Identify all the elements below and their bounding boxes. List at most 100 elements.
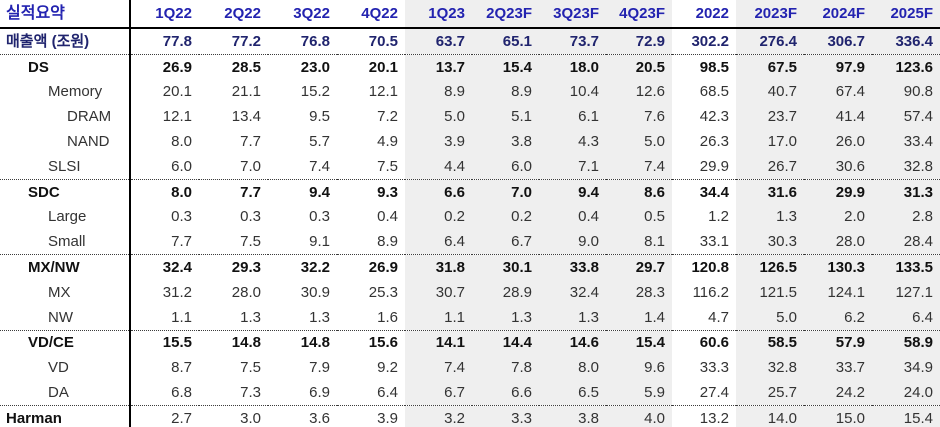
- value-cell: 31.6: [736, 179, 804, 205]
- value-cell: 2.8: [872, 204, 940, 230]
- value-cell: 6.4: [872, 304, 940, 331]
- value-cell: 14.1: [405, 330, 472, 356]
- value-cell: 8.9: [337, 229, 405, 256]
- value-cell: 40.7: [736, 79, 804, 105]
- value-cell: 8.0: [171, 183, 192, 201]
- value-cell: 6.6: [472, 380, 539, 406]
- table-row: DRAM 12.1 13.4 9.5 7.2 5.0 5.1 6.1 7.6 42.3 23.7 41…: [0, 104, 940, 130]
- value-cell: 7.0: [472, 179, 539, 205]
- value-cell: 9.5: [309, 108, 330, 126]
- value-cell: 3.3: [472, 405, 539, 427]
- value-cell: 31.2: [162, 283, 192, 301]
- value-cell: 57.9: [804, 330, 872, 356]
- value-cell: 31.8: [405, 254, 472, 280]
- value-cell: 1.3: [199, 304, 268, 331]
- value-cell: 1.1: [130, 304, 199, 331]
- value-cell: 15.4: [606, 330, 672, 356]
- value-cell: 4.3: [539, 129, 606, 154]
- value-cell: 30.1: [472, 254, 539, 280]
- value-cell: 3.8: [472, 129, 539, 154]
- value-cell: 0.4: [377, 208, 398, 226]
- value-cell: 1.3: [472, 304, 539, 331]
- value-cell: 31.3: [872, 179, 940, 205]
- value-cell: 6.8: [130, 380, 199, 406]
- value-cell: 7.4: [405, 355, 472, 381]
- value-cell: 7.0: [199, 153, 268, 180]
- value-cell: 15.0: [804, 405, 872, 427]
- value-cell: 28.9: [472, 279, 539, 305]
- value-cell: 26.3: [699, 133, 729, 151]
- value-cell: 34.9: [872, 355, 940, 381]
- value-cell: 12.1: [368, 83, 398, 101]
- value-cell: 68.5: [699, 83, 729, 101]
- value-cell: 15.6: [368, 334, 398, 352]
- value-cell: 29.7: [606, 254, 672, 280]
- row-label: Large: [0, 204, 131, 230]
- table-row: 매출액 (조원) 77.8 77.2 76.8 70.5 63.7 65.1 73.7 72.9…: [0, 28, 940, 55]
- value-cell: 58.5: [736, 330, 804, 356]
- value-cell: 7.5: [199, 229, 268, 256]
- value-cell: 9.4: [309, 183, 330, 201]
- value-cell: 130.3: [804, 254, 872, 280]
- value-cell: 5.9: [606, 380, 672, 406]
- value-cell: 30.7: [405, 279, 472, 305]
- row-label: Memory: [0, 79, 131, 105]
- value-cell: 7.2: [377, 108, 398, 126]
- column-header: 4Q22: [337, 0, 405, 29]
- value-cell: 24.2: [804, 380, 872, 406]
- value-cell: 6.2: [804, 304, 872, 331]
- value-cell: 133.5: [872, 254, 940, 280]
- value-cell: 33.8: [539, 254, 606, 280]
- row-label: MX: [0, 279, 131, 305]
- value-cell: 5.7: [309, 133, 330, 151]
- value-cell: 28.0: [804, 229, 872, 256]
- value-cell: 32.2: [300, 259, 330, 277]
- value-cell: 123.6: [872, 54, 940, 80]
- value-cell: 8.6: [606, 179, 672, 205]
- value-cell: 2.7: [130, 405, 199, 427]
- value-cell: 13.2: [672, 405, 736, 427]
- value-cell: 33.3: [699, 359, 729, 377]
- value-cell: 32.4: [539, 279, 606, 305]
- value-cell: 20.5: [606, 54, 672, 80]
- value-cell: 12.1: [162, 108, 192, 126]
- value-cell: 3.2: [405, 405, 472, 427]
- value-cell: 7.5: [240, 359, 261, 377]
- value-cell: 26.0: [804, 129, 872, 154]
- table-body: 매출액 (조원) 77.8 77.2 76.8 70.5 63.7 65.1 73.7 72.9…: [0, 28, 940, 427]
- value-cell: 15.2: [300, 83, 330, 101]
- value-cell: 6.4: [337, 380, 405, 406]
- value-cell: 1.3: [539, 304, 606, 331]
- value-cell: 15.4: [472, 54, 539, 80]
- value-cell: 25.3: [368, 283, 398, 301]
- column-header: 2023F: [736, 0, 804, 29]
- value-cell: 8.0: [171, 133, 192, 151]
- value-cell: 7.4: [268, 153, 337, 180]
- header-row: 실적요약 1Q22 2Q22 3Q22 4Q22 1Q23 2Q23F 3Q23F 4Q23F…: [0, 0, 940, 29]
- value-cell: 6.4: [405, 229, 472, 256]
- value-cell: 7.9: [309, 359, 330, 377]
- column-header: 2024F: [804, 0, 872, 29]
- value-cell: 3.0: [199, 405, 268, 427]
- row-label: NW: [0, 304, 131, 331]
- value-cell: 25.7: [736, 380, 804, 406]
- value-cell: 57.4: [872, 104, 940, 130]
- table-row: SDC 8.0 7.7 9.4 9.3 6.6 7.0 9.4 8.6 34.4 31.6 29.9 3…: [0, 179, 940, 205]
- value-cell: 8.0: [539, 355, 606, 381]
- value-cell: 7.4: [606, 153, 672, 180]
- row-label: MX/NW: [0, 254, 131, 280]
- value-cell: 8.1: [606, 229, 672, 256]
- value-cell: 5.0: [405, 104, 472, 130]
- value-cell: 77.2: [199, 28, 268, 55]
- value-cell: 33.7: [804, 355, 872, 381]
- value-cell: 15.4: [872, 405, 940, 427]
- table-row: VD 8.7 7.5 7.9 9.2 7.4 7.8 8.0 9.6 33.3 32.8 33.7 34…: [0, 355, 940, 381]
- column-header: 2Q23F: [472, 0, 539, 29]
- value-cell: 124.1: [804, 279, 872, 305]
- value-cell: 336.4: [872, 28, 940, 55]
- value-cell: 4.4: [405, 153, 472, 180]
- value-cell: 9.2: [377, 359, 398, 377]
- value-cell: 3.9: [337, 405, 405, 427]
- value-cell: 30.9: [300, 283, 330, 301]
